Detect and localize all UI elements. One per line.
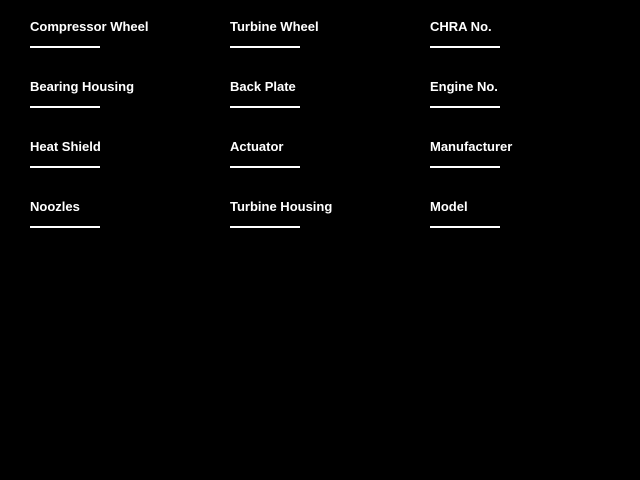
form-column-3: CHRA No. Engine No. Manufacturer Model <box>430 20 630 260</box>
form-column-2: Turbine Wheel Back Plate Actuator Turbin… <box>230 20 430 260</box>
compressor-wheel-input-underline[interactable] <box>30 46 100 48</box>
model-input-underline[interactable] <box>430 226 500 228</box>
turbine-wheel-input-underline[interactable] <box>230 46 300 48</box>
manufacturer-input-underline[interactable] <box>430 166 500 168</box>
field-noozles: Noozles <box>30 200 230 260</box>
back-plate-input-underline[interactable] <box>230 106 300 108</box>
field-turbine-wheel: Turbine Wheel <box>230 20 430 80</box>
field-label: Turbine Housing <box>230 199 333 214</box>
actuator-input-underline[interactable] <box>230 166 300 168</box>
field-label: Heat Shield <box>30 139 101 154</box>
field-compressor-wheel: Compressor Wheel <box>30 20 230 80</box>
field-engine-no: Engine No. <box>430 80 630 140</box>
field-label: CHRA No. <box>430 19 492 34</box>
parts-entry-form: Compressor Wheel Bearing Housing Heat Sh… <box>30 20 630 260</box>
field-heat-shield: Heat Shield <box>30 140 230 200</box>
field-back-plate: Back Plate <box>230 80 430 140</box>
field-label: Turbine Wheel <box>230 19 319 34</box>
form-column-1: Compressor Wheel Bearing Housing Heat Sh… <box>30 20 230 260</box>
field-model: Model <box>430 200 630 260</box>
chra-no-input-underline[interactable] <box>430 46 500 48</box>
field-label: Actuator <box>230 139 284 154</box>
field-label: Manufacturer <box>430 139 513 154</box>
heat-shield-input-underline[interactable] <box>30 166 100 168</box>
field-label: Compressor Wheel <box>30 19 149 34</box>
field-actuator: Actuator <box>230 140 430 200</box>
field-manufacturer: Manufacturer <box>430 140 630 200</box>
field-label: Back Plate <box>230 79 296 94</box>
field-label: Model <box>430 199 468 214</box>
field-label: Noozles <box>30 199 80 214</box>
noozles-input-underline[interactable] <box>30 226 100 228</box>
turbine-housing-input-underline[interactable] <box>230 226 300 228</box>
bearing-housing-input-underline[interactable] <box>30 106 100 108</box>
field-label: Bearing Housing <box>30 79 135 94</box>
field-bearing-housing: Bearing Housing <box>30 80 230 140</box>
engine-no-input-underline[interactable] <box>430 106 500 108</box>
field-turbine-housing: Turbine Housing <box>230 200 430 260</box>
field-chra-no: CHRA No. <box>430 20 630 80</box>
field-label: Engine No. <box>430 79 498 94</box>
